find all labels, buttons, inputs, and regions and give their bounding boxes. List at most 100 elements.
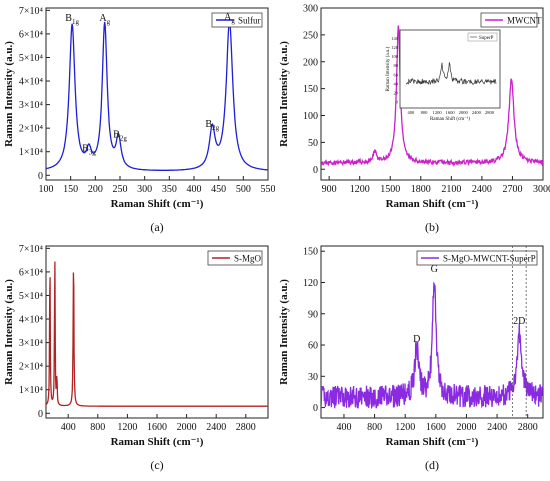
x-tick-label: 1800 bbox=[411, 184, 431, 195]
legend-label: S-MgO bbox=[234, 254, 262, 264]
y-tick-label: 100 bbox=[303, 111, 318, 122]
inset-chart: 400 800 1200 1600 2000 2400 2800 0 20 40 60 80 100 12… bbox=[386, 29, 501, 122]
panel-c: 400 800 1200 1600 2000 2400 2800 0 1×10⁴ 2×10⁴ 3×1… bbox=[0, 238, 275, 476]
series-line bbox=[321, 25, 543, 167]
x-axis-label: Raman Shift (cm⁻¹) bbox=[111, 436, 204, 448]
peak-annotation: Ag bbox=[99, 13, 110, 26]
inset-series-line bbox=[405, 62, 497, 86]
y-tick-label: 5×10⁴ bbox=[19, 291, 44, 302]
x-tick-label: 800 bbox=[90, 422, 105, 433]
x-tick-label: 2000 bbox=[456, 422, 476, 433]
inset-x-tick-label: 1200 bbox=[433, 110, 443, 115]
y-tick-label: 50 bbox=[308, 138, 318, 149]
y-tick-label: 0 bbox=[38, 171, 43, 182]
y-tick-label: 0 bbox=[313, 165, 318, 176]
chart-b: 9001200150018002100240027003000050100150… bbox=[278, 4, 550, 235]
y-tick-label: 0 bbox=[313, 403, 318, 414]
y-tick-label: 7×10⁴ bbox=[19, 244, 44, 255]
x-axis-label: Raman Shift (cm⁻¹) bbox=[386, 436, 479, 448]
x-tick-label: 350 bbox=[162, 184, 177, 195]
inset-y-tick-label: 80 bbox=[394, 63, 399, 68]
y-tick-label: 200 bbox=[303, 57, 318, 68]
x-tick-label: 1200 bbox=[350, 184, 370, 195]
inset-y-axis-label: Raman Intensity (a.u.) bbox=[386, 46, 391, 91]
inset-x-tick-label: 800 bbox=[421, 110, 429, 115]
y-axis-label: Raman Intensity (a.u.) bbox=[3, 279, 15, 385]
x-tick-label: 2100 bbox=[441, 184, 461, 195]
panel-caption: (a) bbox=[150, 220, 163, 234]
chart-a: 100 150 200 250 300 350 400 450 500 550 0 1×10⁴ 2×10… bbox=[3, 6, 276, 234]
y-tick-label: 4×10⁴ bbox=[19, 77, 44, 88]
plot-frame bbox=[45, 245, 269, 419]
inset-y-tick-label: 120 bbox=[391, 45, 399, 50]
x-tick-label: 200 bbox=[88, 184, 103, 195]
y-tick-label: 6×10⁴ bbox=[19, 267, 44, 278]
series-line bbox=[321, 281, 543, 410]
x-tick-label: 100 bbox=[39, 184, 54, 195]
y-tick-label: 300 bbox=[303, 4, 318, 15]
legend-label: Sulfur bbox=[238, 16, 261, 26]
x-tick-label: 150 bbox=[63, 184, 78, 195]
x-tick-label: 2800 bbox=[236, 422, 256, 433]
inset-x-tick-label: 1600 bbox=[446, 110, 456, 115]
x-tick-label: 1200 bbox=[117, 422, 137, 433]
x-tick-label: 500 bbox=[236, 184, 251, 195]
y-tick-label: 30 bbox=[308, 372, 318, 383]
legend-label: S-MgO-MWCNT-SuperP bbox=[443, 254, 536, 264]
x-axis-label: Raman Shift (cm⁻¹) bbox=[111, 198, 204, 210]
y-tick-label: 2×10⁴ bbox=[19, 362, 44, 373]
x-tick-label: 800 bbox=[367, 422, 382, 433]
y-tick-label: 3×10⁴ bbox=[19, 100, 44, 111]
inset-y-tick-label: 140 bbox=[391, 36, 399, 41]
x-tick-label: 1200 bbox=[395, 422, 415, 433]
panel-b: 9001200150018002100240027003000050100150… bbox=[275, 0, 550, 238]
x-tick-label: 300 bbox=[137, 184, 152, 195]
panel-d: 400 800 1200 1600 2000 2400 2800 0 30 60 90 120 150 R… bbox=[275, 238, 550, 476]
x-tick-label: 1600 bbox=[147, 422, 167, 433]
y-tick-label: 5×10⁴ bbox=[19, 53, 44, 64]
plot-frame bbox=[320, 245, 544, 419]
peak-annotation: B1g bbox=[65, 13, 79, 26]
chart-c: 400 800 1200 1600 2000 2400 2800 0 1×10⁴ 2×10⁴ 3×1… bbox=[3, 244, 269, 472]
plot-frame bbox=[45, 7, 269, 181]
x-tick-label: 2700 bbox=[502, 184, 522, 195]
x-tick-label: 2000 bbox=[177, 422, 197, 433]
inset-x-tick-label: 2000 bbox=[459, 110, 469, 115]
inset-y-tick-label: 100 bbox=[391, 54, 399, 59]
legend-label: MWCNT bbox=[507, 16, 542, 26]
peak-annotation: D bbox=[413, 334, 420, 345]
x-tick-label: 1600 bbox=[426, 422, 446, 433]
panel-a: 100 150 200 250 300 350 400 450 500 550 0 1×10⁴ 2×10… bbox=[0, 0, 276, 238]
inset-x-axis-label: Raman Shift (cm⁻¹) bbox=[430, 116, 470, 122]
x-tick-label: 400 bbox=[336, 422, 351, 433]
inset-y-tick-label: 60 bbox=[394, 72, 399, 77]
series-line bbox=[46, 21, 268, 171]
x-tick-label: 450 bbox=[211, 184, 226, 195]
y-tick-label: 6×10⁴ bbox=[19, 29, 44, 40]
inset-y-tick-label: 0 bbox=[396, 100, 399, 105]
inset-legend-label: SuperP bbox=[479, 36, 494, 41]
x-tick-label: 400 bbox=[187, 184, 202, 195]
inset-x-tick-label: 2400 bbox=[472, 110, 482, 115]
x-tick-label: 550 bbox=[261, 184, 276, 195]
x-axis-label: Raman Shift (cm⁻¹) bbox=[386, 198, 479, 210]
peak-annotation: 2D bbox=[513, 316, 525, 327]
peak-annotation: B2g bbox=[113, 130, 127, 143]
y-tick-label: 120 bbox=[303, 278, 318, 289]
legend-box bbox=[416, 250, 538, 266]
y-tick-label: 3×10⁴ bbox=[19, 338, 44, 349]
y-tick-label: 90 bbox=[308, 309, 318, 320]
legend-box bbox=[211, 12, 263, 28]
y-tick-label: 60 bbox=[308, 341, 318, 352]
y-axis-label: Raman Intensity (a.u.) bbox=[278, 279, 290, 385]
x-tick-label: 900 bbox=[322, 184, 337, 195]
y-tick-label: 2×10⁴ bbox=[19, 124, 44, 135]
inset-y-tick-label: 20 bbox=[394, 90, 399, 95]
legend-box bbox=[480, 12, 538, 28]
x-tick-label: 1500 bbox=[380, 184, 400, 195]
x-tick-label: 2800 bbox=[518, 422, 538, 433]
peak-annotation: B2g bbox=[205, 119, 219, 132]
y-tick-label: 1×10⁴ bbox=[19, 385, 44, 396]
panel-caption: (d) bbox=[425, 458, 439, 472]
